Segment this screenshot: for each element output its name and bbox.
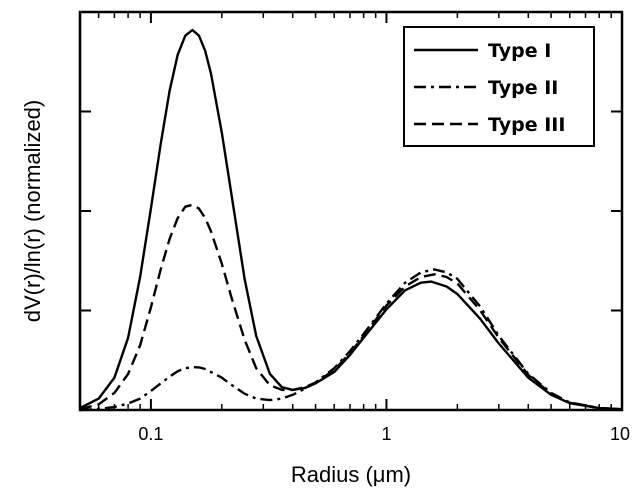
x-axis-title: Radius (μm) xyxy=(291,462,411,487)
legend-label-1: Type I xyxy=(488,40,551,62)
y-axis-title: dV(r)/ln(r) (normalized) xyxy=(20,100,45,322)
series-line-3 xyxy=(79,203,623,411)
legend-box xyxy=(403,26,595,147)
series-line-1 xyxy=(79,28,623,411)
legend: Type I Type II Type III xyxy=(403,26,595,147)
series-line-2 xyxy=(79,268,623,412)
x-tick-label: 0.1 xyxy=(138,424,163,444)
x-tick-label: 1 xyxy=(381,424,391,444)
x-tick-label: 10 xyxy=(610,424,630,444)
legend-label-2: Type II xyxy=(488,77,558,99)
legend-label-3: Type III xyxy=(488,114,565,136)
